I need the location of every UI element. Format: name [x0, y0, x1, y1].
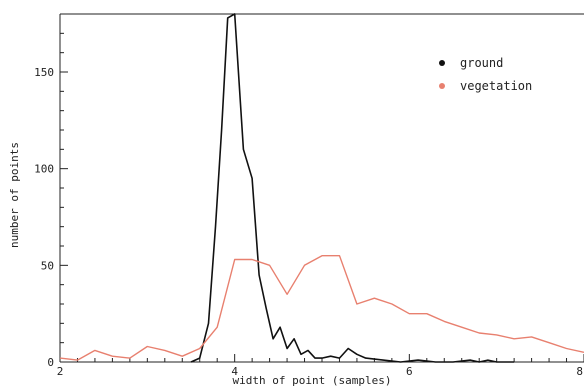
legend-item-ground: ground	[439, 56, 503, 70]
y-axis-title: number of points	[8, 142, 21, 248]
series-layer	[59, 13, 584, 363]
x-axis-title: width of point (samples)	[233, 374, 392, 387]
legend-marker-ground	[439, 60, 445, 66]
y-tick-label: 150	[34, 66, 54, 79]
x-tick-label: 8	[576, 365, 583, 378]
legend-label-ground: ground	[460, 56, 503, 70]
plot-area	[59, 13, 584, 363]
x-tick-label: 2	[57, 365, 64, 378]
legend-marker-vegetation	[439, 83, 445, 89]
legend-item-vegetation: vegetation	[439, 79, 532, 93]
x-tick-label: 4	[231, 365, 238, 378]
y-tick-label: 50	[41, 259, 54, 272]
legend-label-vegetation: vegetation	[460, 79, 532, 93]
series-line-ground	[190, 13, 515, 363]
x-tick-label: 6	[406, 365, 413, 378]
y-tick-label: 100	[34, 163, 54, 176]
y-tick-label: 0	[47, 356, 54, 369]
series-line-vegetation	[59, 254, 584, 361]
legend: ground vegetation	[439, 56, 532, 93]
y-ticks: 0 50 100 150	[34, 13, 68, 369]
